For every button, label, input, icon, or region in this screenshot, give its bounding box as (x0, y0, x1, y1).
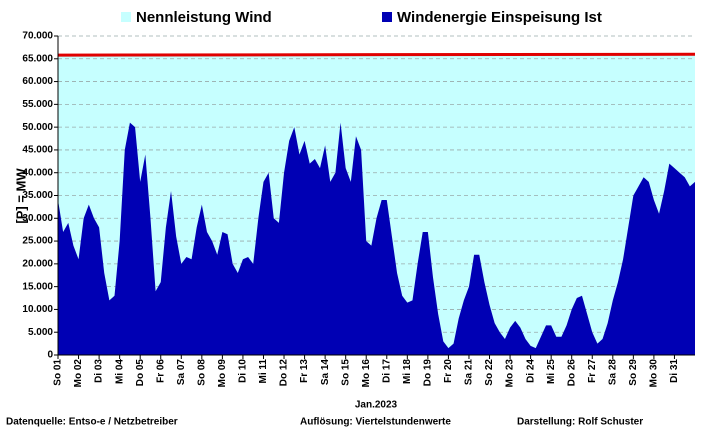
footer-resolution: Auflösung: Viertelstundenwerte (300, 417, 451, 428)
y-tick-label: 65.000 (22, 53, 53, 64)
y-tick-label: 5.000 (28, 327, 53, 338)
legend-swatch (382, 12, 392, 22)
x-tick-label: So 22 (484, 359, 495, 386)
x-tick-label: Fr 13 (299, 359, 310, 383)
x-tick-label: Di 17 (381, 359, 392, 383)
x-tick-label: Mi 11 (258, 359, 269, 384)
x-tick-label: Mo 02 (73, 359, 84, 388)
x-tick-label: So 29 (628, 359, 639, 386)
y-tick-label: 15.000 (22, 281, 53, 292)
legend-label: Nennleistung Wind (136, 9, 272, 26)
x-tick-label: Do 12 (279, 359, 290, 387)
x-tick-label: Di 24 (525, 359, 536, 383)
legend-swatch (121, 12, 131, 22)
x-tick-label: Fr 20 (443, 359, 454, 383)
y-tick-label: 25.000 (22, 236, 53, 247)
x-tick-label: Di 31 (669, 359, 680, 383)
x-tick-label: So 01 (53, 359, 64, 386)
y-tick-label: 40.000 (22, 167, 53, 178)
x-tick-label: Mi 04 (114, 359, 125, 384)
x-axis-label: Jan.2023 (355, 400, 398, 411)
x-tick-label: Di 10 (238, 359, 249, 383)
footer-author: Darstellung: Rolf Schuster (517, 417, 643, 428)
x-tick-label: Mi 18 (402, 359, 413, 384)
y-tick-label: 30.000 (22, 213, 53, 224)
y-tick-label: 70.000 (22, 31, 53, 42)
x-tick-label: Fr 27 (587, 359, 598, 383)
x-tick-label: Mo 09 (217, 359, 228, 388)
x-tick-label: So 08 (196, 359, 207, 386)
generation-area (58, 122, 695, 355)
y-axis-label: [P] = MW (13, 168, 28, 224)
y-tick-label: 20.000 (22, 258, 53, 269)
y-tick-label: 45.000 (22, 145, 53, 156)
x-tick-label: Sa 14 (320, 359, 331, 386)
x-tick-label: Fr 06 (155, 359, 166, 383)
x-tick-label: Mi 25 (546, 359, 557, 384)
y-tick-label: 55.000 (22, 99, 53, 110)
capacity-line (57, 52, 696, 57)
x-tick-label: Mo 30 (649, 359, 660, 388)
y-tick-label: 35.000 (22, 190, 53, 201)
legend-label: Windenergie Einspeisung Ist (397, 9, 602, 26)
y-tick-label: 60.000 (22, 76, 53, 87)
x-tick-label: Mo 16 (361, 359, 372, 388)
x-tick-label: So 15 (340, 359, 351, 386)
y-tick-label: 50.000 (22, 122, 53, 133)
x-tick-label: Do 19 (423, 359, 434, 387)
footer-source: Datenquelle: Entso-e / Netzbetreiber (6, 417, 178, 428)
x-tick-label: Do 26 (566, 359, 577, 387)
y-tick-label: 10.000 (22, 304, 53, 315)
y-tick-label: 0 (47, 350, 53, 361)
x-tick-label: Sa 21 (464, 359, 475, 386)
x-tick-label: Sa 28 (607, 359, 618, 386)
x-tick-label: Di 03 (94, 359, 105, 383)
x-tick-label: Do 05 (135, 359, 146, 387)
x-tick-label: Mo 23 (505, 359, 516, 388)
x-tick-label: Sa 07 (176, 359, 187, 386)
